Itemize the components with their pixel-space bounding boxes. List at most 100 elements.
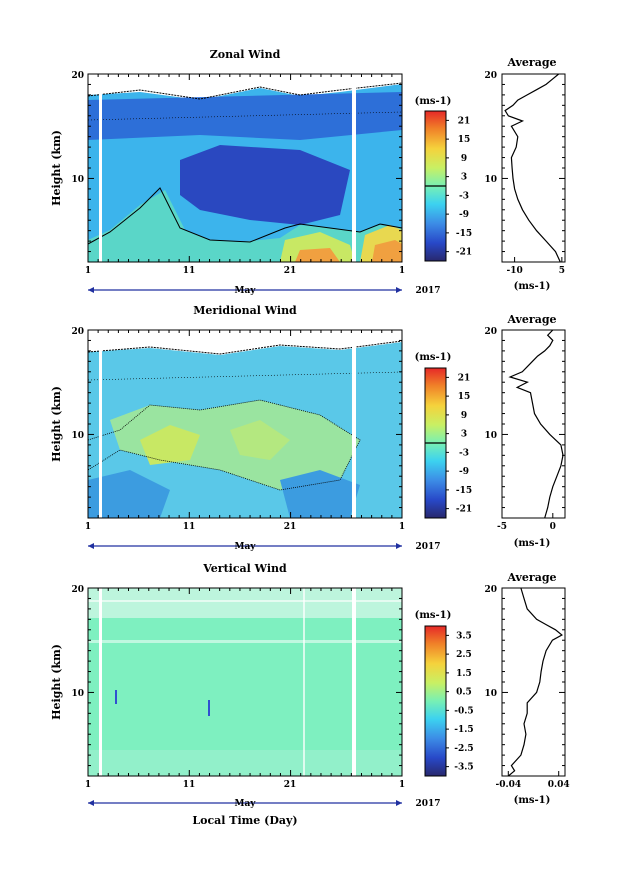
average-title: Average — [506, 56, 556, 69]
panel-meridional: Meridional Wind 1 11 21 1 10 20 Height (… — [50, 304, 566, 552]
month-axis-arrow-left — [88, 800, 94, 806]
month-label: May — [234, 799, 256, 809]
year-label: 2017 — [415, 799, 440, 809]
panel-vertical: Vertical Wind 1 11 21 1 10 20 Height (km… — [50, 562, 570, 827]
average-line — [504, 73, 561, 263]
heatmap-area — [87, 74, 403, 262]
x-ticks — [87, 330, 403, 518]
panel-title: Meridional Wind — [193, 304, 297, 317]
y-tick-label: 10 — [484, 431, 497, 441]
average-x-tick-label: -10 — [506, 266, 522, 276]
colorbar-tick-label: -21 — [456, 248, 472, 258]
colorbar: (ms-1) 21 15 9 3 -3 -9 -15 -21 — [415, 96, 472, 262]
y-tick-label: 20 — [71, 585, 84, 595]
average-line — [508, 329, 564, 519]
colorbar-tick-label: 15 — [458, 392, 471, 402]
month-axis-arrow-right — [396, 543, 402, 549]
colorbar-tick-label: 1.5 — [456, 669, 472, 679]
month-axis-arrow-right — [396, 287, 402, 293]
colorbar-unit: (ms-1) — [415, 96, 452, 107]
x-tick-label: 21 — [284, 522, 297, 532]
average-x-tick-label: -5 — [497, 522, 507, 532]
colorbar-tick-label: -3 — [459, 448, 469, 458]
average-frame — [501, 587, 566, 777]
y-tick-label: 20 — [484, 327, 497, 337]
colorbar-tick-label: -3.5 — [454, 763, 473, 773]
y-axis-label: Height (km) — [50, 386, 63, 462]
colorbar-tick-label: 3.5 — [456, 631, 472, 641]
y-tick-label: 10 — [484, 175, 497, 185]
panel-zonal: Zonal Wind 1 11 — [50, 48, 566, 296]
y-tick-label: 20 — [484, 585, 497, 595]
colorbar-tick-label: -1.5 — [454, 725, 473, 735]
average-x-tick-label: 5 — [559, 266, 565, 276]
colorbar-tick-label: -15 — [456, 486, 472, 496]
x-ticks — [87, 588, 403, 776]
month-axis-arrow-right — [396, 800, 402, 806]
colorbar-tick-label: -15 — [456, 229, 472, 239]
average-frame — [501, 73, 566, 263]
y-tick-label: 10 — [71, 431, 84, 441]
colorbar-tick-label: -9 — [459, 467, 469, 477]
colorbar-tick-label: 0.5 — [456, 688, 472, 698]
colorbar-tick-label: 15 — [458, 135, 471, 145]
colorbar-gradient — [424, 625, 447, 777]
month-axis-arrow-left — [88, 543, 94, 549]
colorbar-tick-label: -2.5 — [454, 744, 473, 754]
colorbar-tick-label: 21 — [458, 373, 471, 383]
y-axis-label: Height (km) — [50, 130, 63, 206]
panel-title: Zonal Wind — [210, 48, 281, 61]
colorbar-tick-label: 2.5 — [456, 650, 472, 660]
y-tick-label: 10 — [71, 175, 84, 185]
x-tick-label: 11 — [183, 522, 196, 532]
x-axis-label: Local Time (Day) — [192, 814, 297, 827]
heatmap-area — [88, 588, 402, 776]
y-tick-label: 20 — [71, 327, 84, 337]
average-title: Average — [506, 313, 556, 326]
average-unit: (ms-1) — [514, 538, 551, 549]
average-profile: Average 20 10 -5 0 (ms-1) — [484, 313, 566, 549]
average-x-tick-label: 0 — [550, 522, 556, 532]
y-axis-label: Height (km) — [50, 644, 63, 720]
x-tick-label: 1 — [85, 522, 91, 532]
x-tick-label: 1 — [85, 780, 91, 790]
colorbar-tick-label: 3 — [461, 173, 467, 183]
colorbar-tick-label: -0.5 — [454, 706, 473, 716]
average-title: Average — [506, 571, 556, 584]
x-tick-label: 21 — [284, 266, 297, 276]
heatmap-area — [87, 330, 403, 518]
colorbar-unit: (ms-1) — [415, 352, 452, 363]
colorbar: (ms-1) 21 15 9 3 -3 -9 -15 -21 — [415, 352, 472, 519]
average-frame — [501, 329, 566, 519]
average-profile: Average 20 10 -0.04 0.04 (ms-1) — [484, 571, 569, 806]
colorbar: (ms-1) 3.5 2.5 1.5 0.5 -0.5 -1.5 -2.5 -3.5 — [415, 610, 474, 777]
x-ticks — [87, 74, 403, 262]
colorbar-tick-label: 3 — [461, 430, 467, 440]
x-tick-label: 1 — [85, 266, 91, 276]
colorbar-unit: (ms-1) — [415, 610, 452, 621]
x-tick-label: 21 — [284, 780, 297, 790]
colorbar-tick-label: 21 — [458, 116, 471, 126]
colorbar-tick-label: -21 — [456, 505, 472, 515]
average-x-tick-label: -0.04 — [495, 780, 521, 790]
y-tick-label: 10 — [71, 689, 84, 699]
colorbar-tick-label: -3 — [459, 191, 469, 201]
y-tick-label: 20 — [484, 71, 497, 81]
x-tick-label: 11 — [183, 266, 196, 276]
year-label: 2017 — [415, 542, 440, 552]
y-tick-label: 10 — [484, 689, 497, 699]
colorbar-tick-label: -9 — [459, 210, 469, 220]
average-profile: Average 20 10 -10 5 (ms-1) — [484, 56, 566, 292]
average-x-tick-label: 0.04 — [548, 780, 570, 790]
panel-title: Vertical Wind — [202, 562, 287, 575]
average-unit: (ms-1) — [514, 281, 551, 292]
x-tick-label: 11 — [183, 780, 196, 790]
x-tick-label: 1 — [399, 522, 405, 532]
average-unit: (ms-1) — [514, 795, 551, 806]
colorbar-tick-label: 9 — [461, 411, 467, 421]
x-tick-label: 1 — [399, 780, 405, 790]
month-axis-arrow-left — [88, 287, 94, 293]
x-tick-label: 1 — [399, 266, 405, 276]
average-line — [507, 587, 563, 777]
